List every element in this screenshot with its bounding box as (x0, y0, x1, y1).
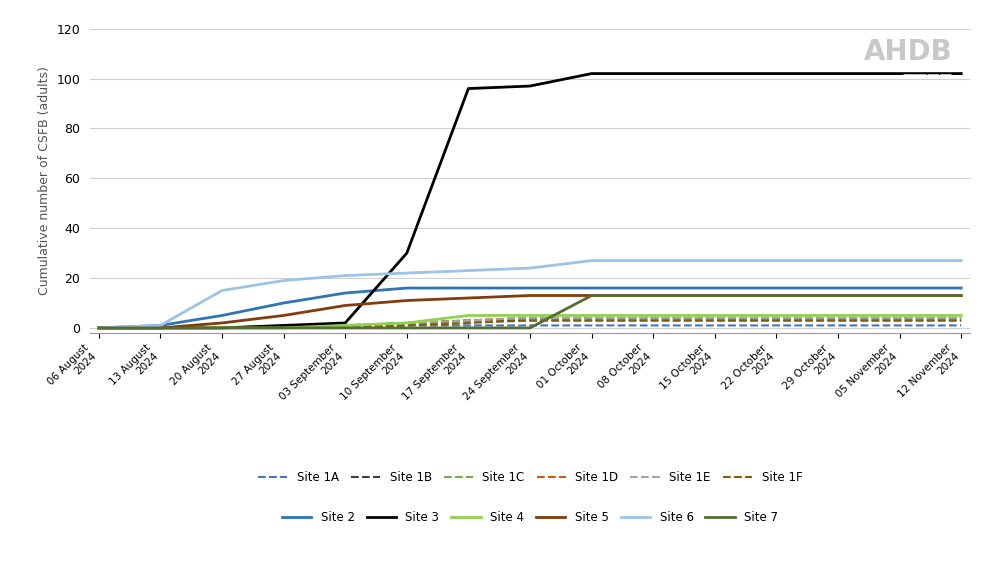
Text: AHDB: AHDB (864, 38, 952, 66)
Y-axis label: Cumulative number of CSFB (adults): Cumulative number of CSFB (adults) (38, 67, 51, 295)
Legend: Site 2, Site 3, Site 4, Site 5, Site 6, Site 7: Site 2, Site 3, Site 4, Site 5, Site 6, … (277, 506, 783, 529)
Text: ————: ———— (902, 68, 952, 82)
